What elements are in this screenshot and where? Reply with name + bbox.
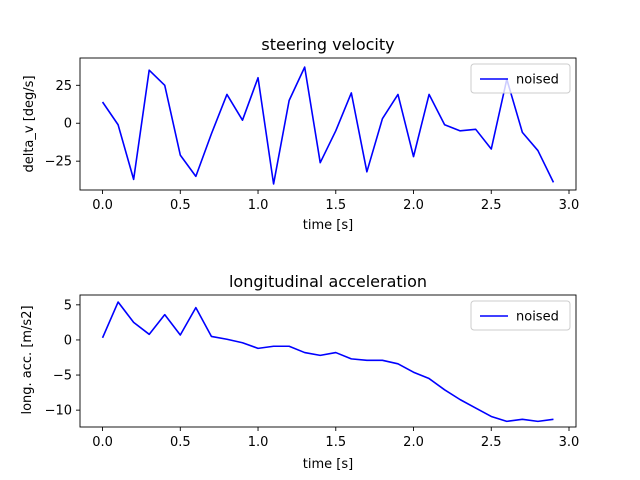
axes-steering-velocity: steering velocity time [s] delta_v [deg/… (22, 35, 579, 233)
x-tick-label: 2.5 (481, 435, 502, 450)
chart-title: steering velocity (261, 35, 394, 54)
x-tick-label: 1.0 (248, 435, 269, 450)
x-tick-label: 2.0 (403, 198, 424, 213)
x-tick-label: 1.5 (325, 198, 346, 213)
y-tick-label: 25 (55, 79, 72, 94)
x-tick-label: 1.5 (325, 435, 346, 450)
y-tick-label: 0 (64, 117, 72, 132)
x-tick-label: 0.5 (170, 435, 191, 450)
y-tick-label: 5 (64, 298, 72, 313)
axes-frame (79, 57, 577, 191)
x-tick-label: 0.5 (170, 198, 191, 213)
x-tick-label: 0.0 (92, 198, 113, 213)
series-line-noised (101, 66, 555, 185)
y-tick-label: 0 (64, 333, 72, 348)
y-tick-label: −5 (53, 369, 72, 384)
legend-box (470, 63, 571, 94)
legend: noised (470, 63, 571, 94)
x-tick-label: 0.0 (92, 435, 113, 450)
x-axis-label: time [s] (303, 457, 353, 472)
series-line-noised (101, 301, 554, 423)
x-tick-label: 3.0 (559, 198, 580, 213)
axes-frame (79, 294, 577, 428)
x-tick-label: 1.0 (248, 198, 269, 213)
x-axis-label: time [s] (303, 218, 353, 233)
legend: noised (470, 300, 571, 331)
legend-label: noised (516, 73, 559, 88)
x-tick-label: 2.0 (403, 435, 424, 450)
legend-box (470, 300, 571, 331)
axes-longitudinal-acceleration: longitudinal acceleration time [s] long.… (20, 272, 579, 472)
x-tick-label: 3.0 (559, 435, 580, 450)
y-tick-label: −25 (45, 155, 72, 170)
x-tick-label: 2.5 (481, 198, 502, 213)
y-tick-label: −10 (45, 404, 72, 419)
legend-label: noised (516, 310, 559, 325)
y-axis-label: delta_v [deg/s] (22, 75, 37, 172)
chart-title: longitudinal acceleration (229, 272, 427, 291)
y-axis-label: long. acc. [m/s2] (20, 305, 35, 414)
